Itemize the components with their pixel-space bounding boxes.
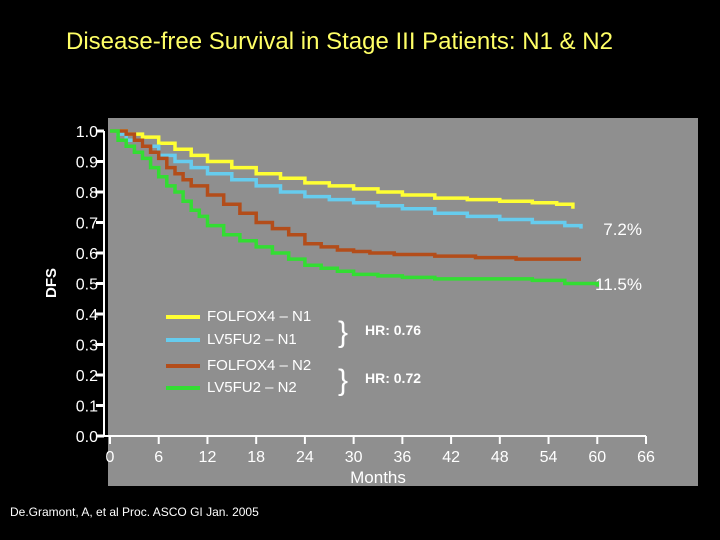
series-line-4 [110, 129, 600, 287]
y-tick-label: 0.4 [76, 307, 98, 324]
series-line-3 [110, 129, 581, 261]
citation: De.Gramont, A, et al Proc. ASCO GI Jan. … [10, 505, 259, 519]
annotation-n1-diff: 7.2% [603, 220, 642, 239]
annotations: 7.2% 11.5% [595, 220, 642, 294]
x-tick-label: 24 [296, 449, 314, 466]
legend-brace-n1: } [338, 316, 348, 349]
x-tick-label: 48 [491, 449, 509, 466]
y-tick-label: 0.7 [76, 216, 98, 233]
legend-label-4: LV5FU2 – N2 [207, 379, 297, 396]
plot-panel [108, 118, 698, 486]
x-tick-label: 36 [393, 449, 411, 466]
survival-curves [110, 129, 600, 287]
y-tick-label: 0.5 [76, 277, 98, 294]
y-tick-label: 0.9 [76, 155, 98, 172]
legend-label-1: FOLFOX4 – N1 [207, 308, 311, 325]
axes: 0.0 0.1 0.2 0.3 0.4 0.5 0.6 0.7 0.8 0.9 1.0 0 6 12 18 2… [43, 124, 655, 487]
x-tick-label: 30 [345, 449, 363, 466]
x-tick-label: 54 [540, 449, 558, 466]
x-tick-label: 6 [154, 449, 163, 466]
legend-brace-n2: } [338, 364, 348, 397]
series-line-2 [110, 129, 583, 229]
x-tick-label: 60 [588, 449, 606, 466]
y-tick-label: 1.0 [76, 124, 98, 141]
y-tick-label: 0.8 [76, 185, 98, 202]
x-axis-title: Months [350, 468, 406, 487]
hazard-ratio-n2: HR: 0.72 [365, 370, 421, 386]
x-tick-label: 66 [637, 449, 655, 466]
x-tick-label: 42 [442, 449, 460, 466]
legend: FOLFOX4 – N1 LV5FU2 – N1 FOLFOX4 – N2 LV5FU… [166, 308, 421, 397]
hazard-ratio-n1: HR: 0.76 [365, 322, 421, 338]
annotation-n2-diff: 11.5% [595, 275, 642, 294]
y-tick-label: 0.1 [76, 399, 98, 416]
x-tick-label: 18 [247, 449, 265, 466]
x-tick-label: 12 [199, 449, 217, 466]
legend-label-3: FOLFOX4 – N2 [207, 357, 311, 374]
series-line-1 [110, 129, 575, 209]
y-tick-label: 0.6 [76, 246, 98, 263]
x-tick-label: 0 [106, 449, 115, 466]
y-tick-label: 0.0 [76, 429, 98, 446]
y-tick-label: 0.2 [76, 368, 98, 385]
y-tick-label: 0.3 [76, 338, 98, 355]
legend-label-2: LV5FU2 – N1 [207, 331, 297, 348]
y-axis-title: DFS [43, 268, 60, 298]
slide-title: Disease-free Survival in Stage III Patie… [66, 28, 613, 55]
